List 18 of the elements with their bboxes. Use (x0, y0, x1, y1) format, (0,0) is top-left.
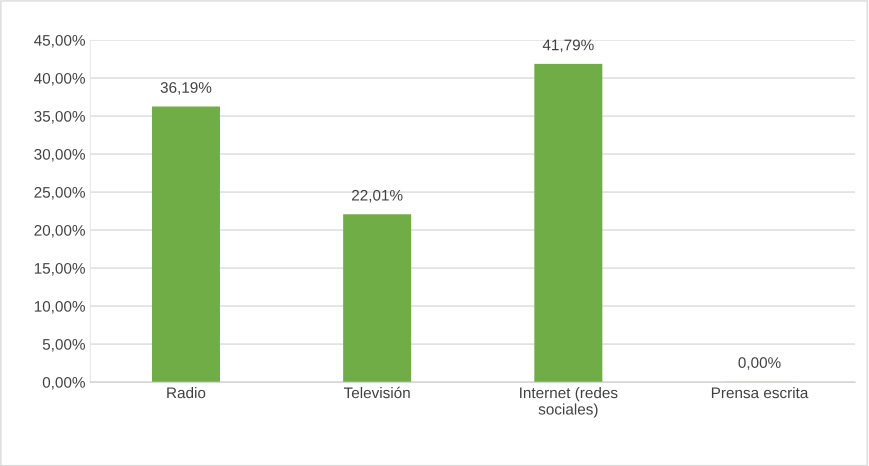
y-tick-label: 45,00% (34, 34, 85, 48)
data-label: 36,19% (160, 82, 212, 95)
y-tick-label: 15,00% (34, 262, 85, 276)
y-tick-label: 35,00% (34, 110, 85, 124)
data-label: 0,00% (738, 357, 781, 370)
y-tick-label: 30,00% (34, 148, 85, 162)
y-tick-label: 25,00% (34, 186, 85, 200)
y-tick-label: 20,00% (34, 224, 85, 238)
y-tick-label: 0,00% (42, 376, 85, 390)
x-tick-label: Radio (167, 386, 206, 398)
data-label: 22,01% (352, 190, 403, 202)
y-tick-label: 5,00% (42, 338, 85, 352)
y-tick-label: 10,00% (34, 300, 85, 314)
x-tick-label: Prensa escrita (712, 386, 808, 398)
x-tick-label: Televisión (344, 386, 410, 398)
x-tick-label: Internet (redes sociales) (520, 386, 618, 418)
data-label: 41,79% (542, 40, 594, 52)
y-tick-label: 40,00% (34, 72, 85, 86)
